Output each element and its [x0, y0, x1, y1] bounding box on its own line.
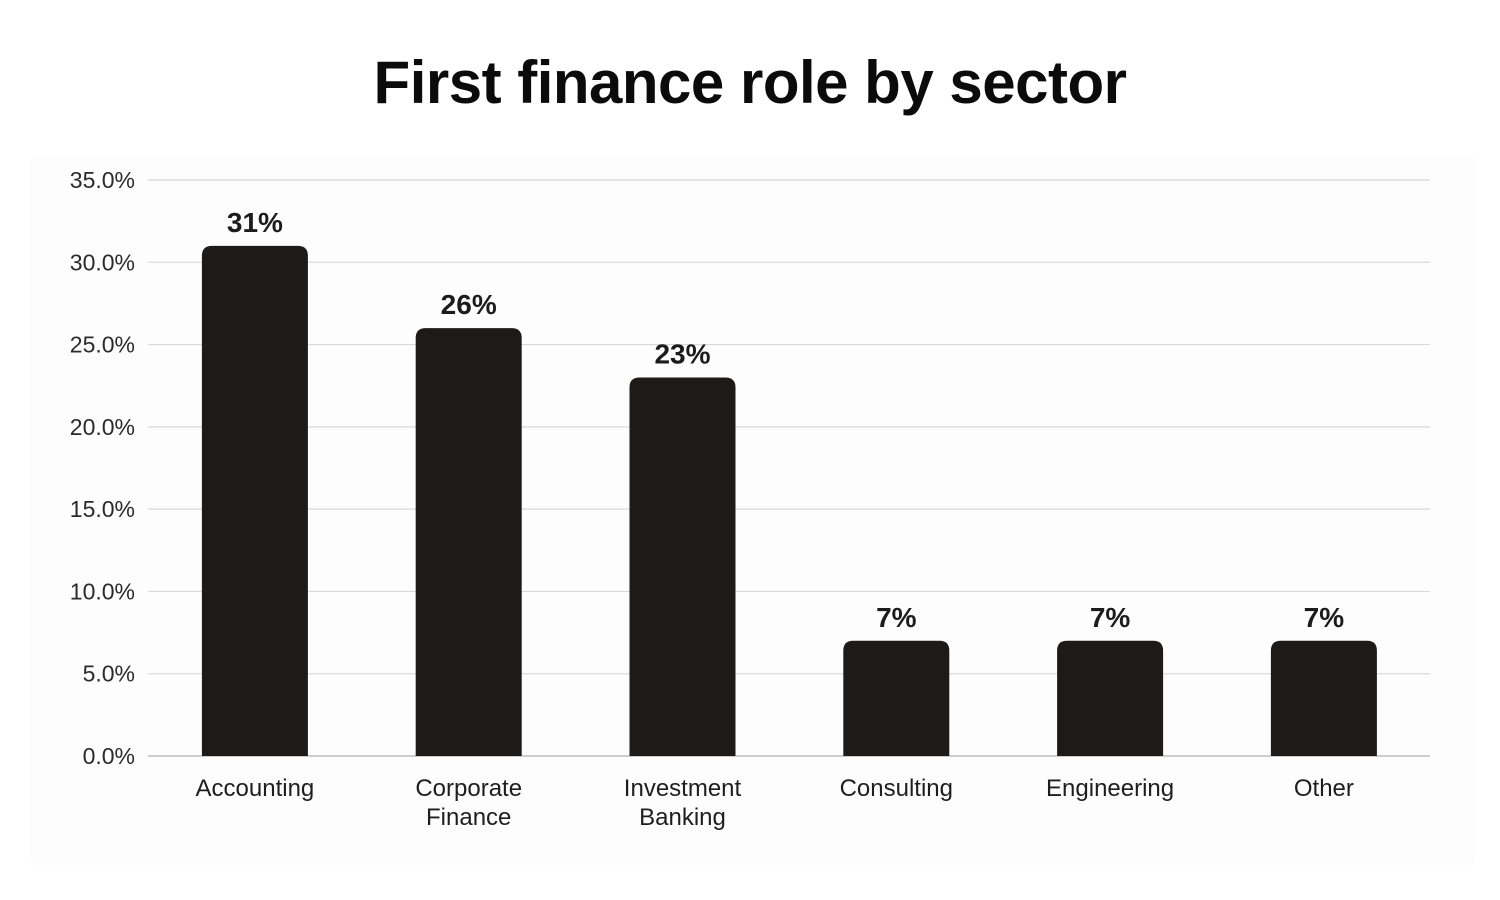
gridlines: [148, 179, 1430, 757]
data-label: 26%: [441, 289, 497, 320]
y-tick-label: 30.0%: [70, 249, 135, 275]
data-label: 7%: [876, 602, 917, 633]
y-tick-label: 20.0%: [70, 414, 135, 440]
x-tick-label: Investment: [624, 775, 742, 802]
bar: [1057, 640, 1164, 756]
bar: [415, 328, 522, 756]
x-tick-label: Banking: [639, 804, 726, 831]
y-tick-label: 35.0%: [70, 167, 135, 193]
bar: [843, 640, 950, 756]
bar: [1270, 640, 1377, 756]
y-tick-label: 10.0%: [70, 578, 135, 604]
x-tick-label: Consulting: [840, 775, 953, 802]
bar: [629, 377, 736, 756]
chart-title: First finance role by sector: [373, 49, 1127, 116]
x-tick-label: Other: [1294, 775, 1354, 802]
y-axis: 0.0% 5.0% 10.0% 15.0% 20.0% 25.0% 30.0% 35.0%: [70, 167, 135, 769]
x-tick-label: Accounting: [196, 775, 315, 802]
data-labels: 31% 26% 23% 7% 7% 7%: [227, 207, 1344, 633]
y-tick-label: 0.0%: [83, 743, 135, 769]
data-label: 31%: [227, 207, 283, 238]
bars: [201, 245, 1377, 757]
x-tick-label: Engineering: [1046, 775, 1174, 802]
y-tick-label: 25.0%: [70, 332, 135, 358]
data-label: 7%: [1304, 602, 1345, 633]
y-tick-label: 5.0%: [83, 661, 135, 687]
x-tick-label: Finance: [426, 804, 511, 831]
y-tick-label: 15.0%: [70, 496, 135, 522]
bar: [201, 245, 308, 757]
data-label: 23%: [654, 338, 710, 369]
data-label: 7%: [1090, 602, 1131, 633]
x-tick-label: Corporate: [415, 775, 522, 802]
